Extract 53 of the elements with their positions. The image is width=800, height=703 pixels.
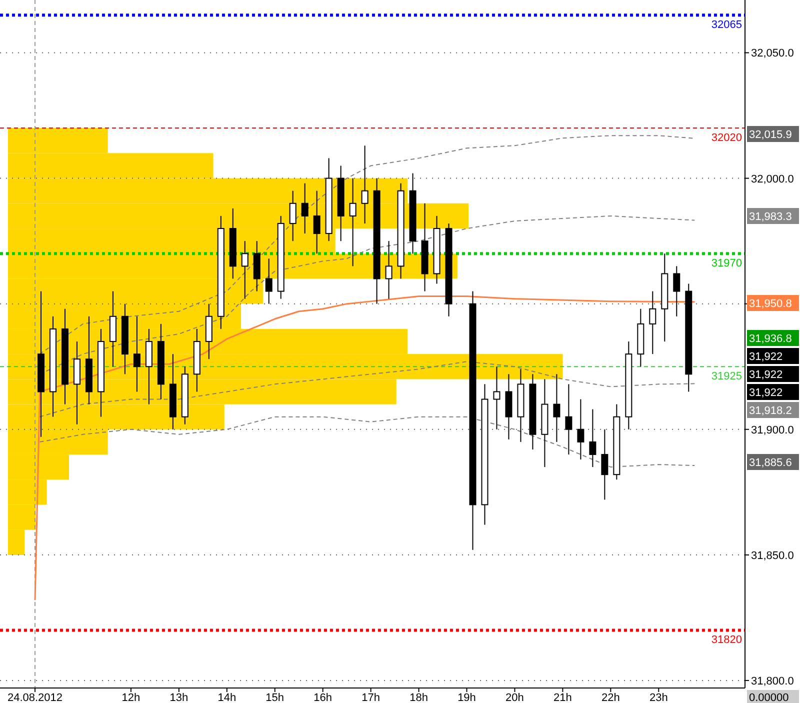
x-tick-label: 23h <box>649 692 668 703</box>
text: 0.00000 <box>749 692 789 703</box>
y-tick-label: 31,800.0 <box>751 675 794 688</box>
candlestick <box>589 408 596 468</box>
candlestick <box>301 182 308 234</box>
x-tick-label: 19h <box>458 692 476 703</box>
line-series <box>39 416 696 468</box>
candlestick <box>265 258 272 304</box>
candlestick <box>361 145 368 224</box>
x-tick-label: 12h <box>122 692 140 703</box>
text: 31,936.8 <box>749 333 792 345</box>
text: 32,015.9 <box>749 129 792 141</box>
text: 31,983.3 <box>749 211 792 223</box>
y-tick-label: 31,900.0 <box>751 424 794 436</box>
y-tick-label: 32,000.0 <box>751 173 794 186</box>
x-tick-label: 20h <box>506 692 524 703</box>
candlestick <box>601 428 608 500</box>
text: 31,918.2 <box>749 405 792 417</box>
x-tick-label: 24.08.2012 <box>7 692 63 703</box>
x-tick-label: 18h <box>410 692 428 703</box>
candlestick <box>289 190 296 242</box>
x-tick-label: 21h <box>554 692 572 703</box>
x-tick-label: 16h <box>314 692 332 703</box>
text: 31,950.8 <box>749 298 792 310</box>
x-tick-label: 14h <box>218 692 236 703</box>
x-tick-label: 13h <box>170 692 188 703</box>
candlestick <box>385 240 392 300</box>
candlestick <box>349 178 356 267</box>
x-tick-label: 22h <box>601 692 620 703</box>
candlestick <box>313 190 320 254</box>
ref-line-label: 31925 <box>711 370 742 383</box>
ref-line-label: 32020 <box>711 132 742 144</box>
text: 31,922 <box>749 369 783 381</box>
candlestick <box>553 374 560 442</box>
x-tick-label: 15h <box>266 692 284 703</box>
line-series <box>39 361 696 418</box>
candlestick <box>493 366 500 430</box>
text: 31,922 <box>749 351 783 363</box>
candlestick <box>673 266 680 317</box>
ref-line-label: 32065 <box>711 19 742 32</box>
candlestick <box>577 398 584 460</box>
candlestick <box>133 316 140 392</box>
line-series <box>34 296 696 601</box>
ref-line-label: 31820 <box>711 634 742 646</box>
y-tick-label: 32,050.0 <box>751 48 794 60</box>
candlestick <box>241 240 248 300</box>
candlestick <box>565 384 572 455</box>
text: 31,922 <box>749 387 783 399</box>
y-tick-label: 31,850.0 <box>751 550 794 562</box>
ref-line-label: 31970 <box>711 258 742 270</box>
candlestick <box>649 290 656 355</box>
x-tick-label: 17h <box>362 692 380 703</box>
text: 31,885.6 <box>749 457 792 469</box>
